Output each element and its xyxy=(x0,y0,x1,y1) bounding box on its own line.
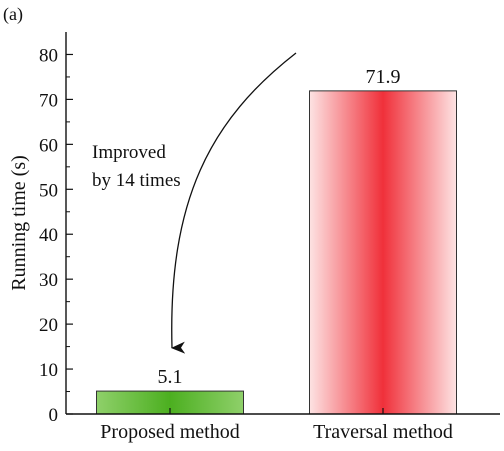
y-tick-label: 70 xyxy=(39,90,58,111)
annotation-arrow xyxy=(171,52,297,354)
y-tick-label: 80 xyxy=(39,45,58,66)
x-tick-label: Proposed method xyxy=(100,421,239,443)
y-tick-label: 0 xyxy=(49,405,59,426)
y-tick-label: 50 xyxy=(39,180,58,201)
bar-traversal-method xyxy=(309,90,457,415)
y-tick-label: 10 xyxy=(39,360,58,381)
annotation-line-2: by 14 times xyxy=(92,170,181,191)
x-tick-label: Traversal method xyxy=(313,421,453,443)
y-tick-label: 20 xyxy=(39,315,58,336)
x-axis: Proposed method Traversal method xyxy=(66,408,500,443)
data-label: 5.1 xyxy=(158,366,183,388)
y-axis: 0 10 20 30 40 50 60 70 80 xyxy=(39,32,73,426)
y-tick-label: 60 xyxy=(39,135,58,156)
y-tick-label: 40 xyxy=(39,225,58,246)
y-axis-title: Running time (s) xyxy=(8,155,30,291)
panel-label: (a) xyxy=(3,4,23,25)
annotation-line-1: Improved xyxy=(92,142,166,163)
y-tick-label: 30 xyxy=(39,270,58,291)
data-label: 71.9 xyxy=(366,66,401,88)
annotation: Improved by 14 times xyxy=(92,52,297,354)
